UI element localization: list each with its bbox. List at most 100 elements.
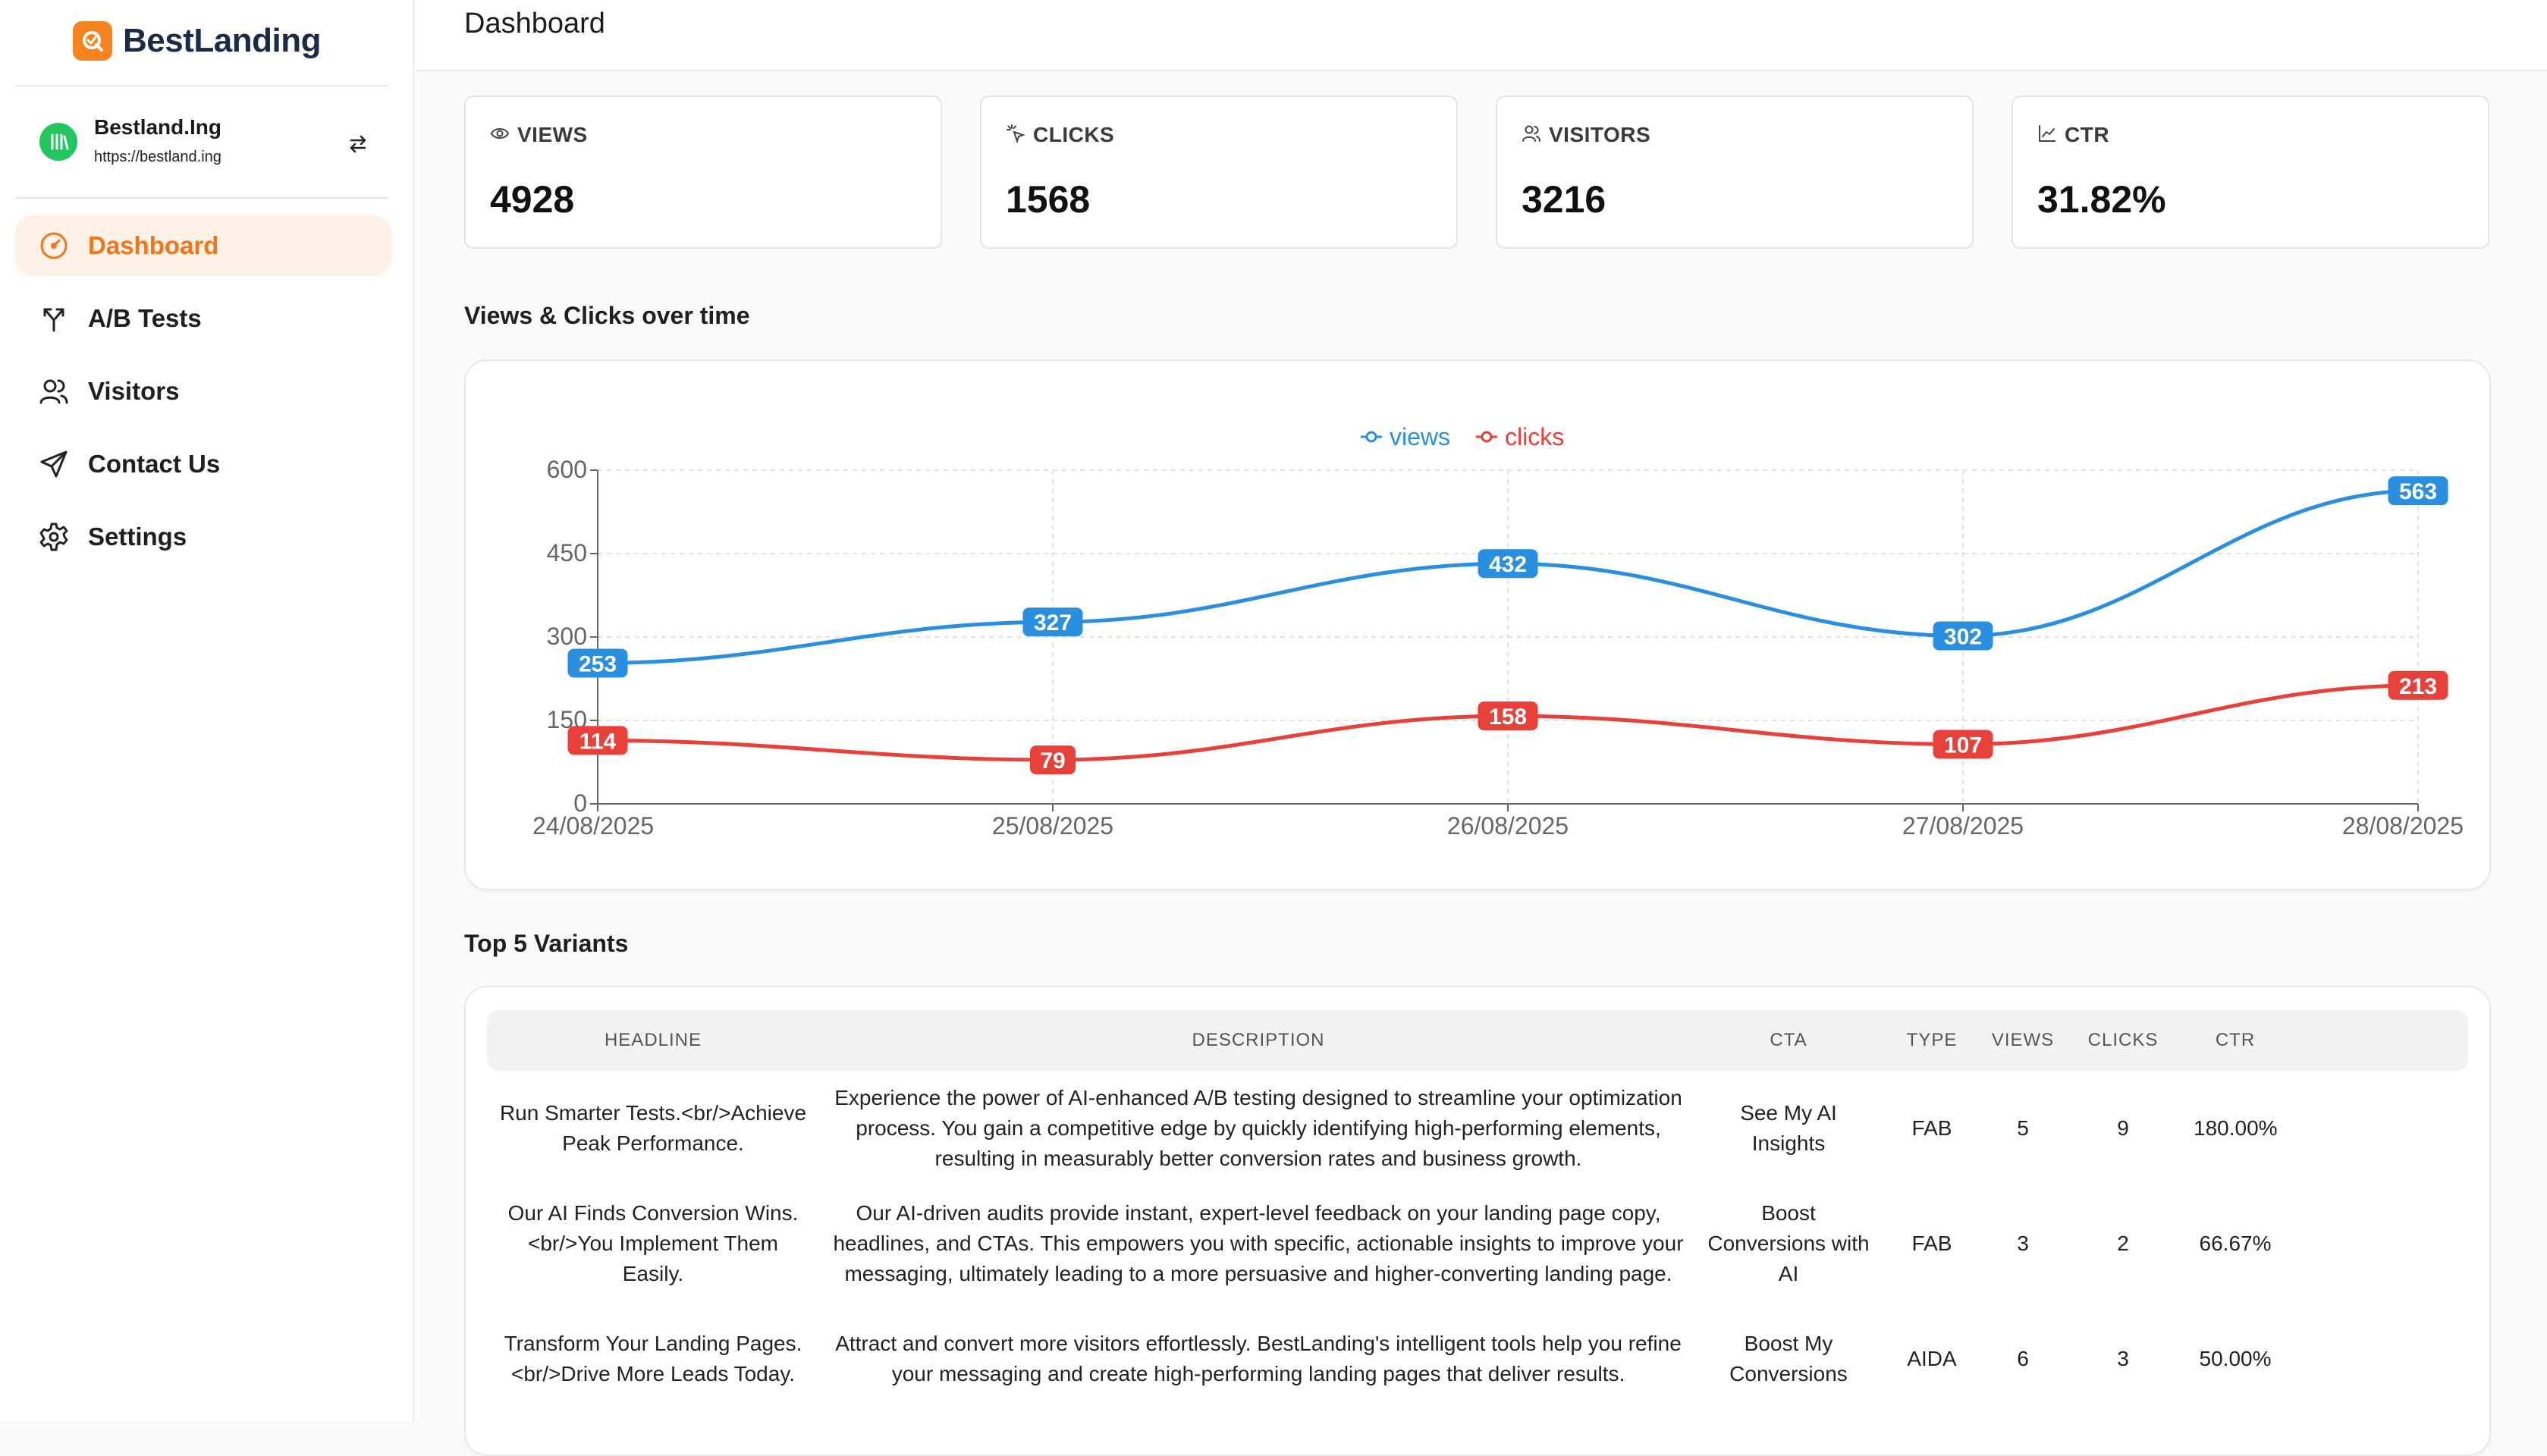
cell-cta: Boost Conversions with AI [1707, 1201, 1870, 1285]
app-logo[interactable]: BestLanding [73, 18, 321, 64]
column-header[interactable]: HEADLINE [604, 1030, 702, 1050]
cell-headline: Transform Your Landing Pages.<br/>Drive … [504, 1332, 802, 1385]
cell-clicks: 3 [2117, 1347, 2129, 1370]
variants-table: HEADLINE DESCRIPTION CTA TYPE VIEWS CLIC… [487, 1010, 2468, 1417]
column-header[interactable]: CLICKS [2087, 1030, 2159, 1050]
sidebar-item-label: A/B Tests [88, 304, 202, 332]
chart-section-title: Views & Clicks over time [464, 302, 750, 329]
site-selector[interactable]: Bestland.Ing https://bestland.ing [39, 114, 373, 174]
cell-ctr: 66.67% [2199, 1232, 2272, 1255]
cell-ctr: 50.00% [2199, 1347, 2272, 1370]
stat-value: 1568 [1006, 178, 1091, 221]
data-label-views: 563 [2399, 479, 2437, 504]
stat-value: 4928 [490, 178, 575, 221]
data-label-clicks: 79 [1040, 748, 1065, 774]
column-header[interactable]: TYPE [1906, 1030, 1958, 1050]
users-icon [38, 375, 70, 407]
stat-label: CTR [2065, 123, 2110, 146]
data-point-clicks [567, 726, 628, 755]
cell-type: AIDA [1907, 1347, 1957, 1370]
sidebar-item-ab-tests[interactable]: A/B Tests [15, 288, 391, 349]
cell-type: FAB [1911, 1232, 1952, 1255]
stat-card-visitors: VISITORS 3216 [1496, 96, 1974, 249]
data-label-views: 432 [1489, 552, 1527, 577]
sidebar-item-label: Contact Us [88, 450, 221, 478]
sidebar-nav: Dashboard A/B Tests Visitors Contact Us … [15, 215, 391, 579]
table-row[interactable]: Run Smarter Tests.<br/>Achieve Peak Perf… [487, 1071, 2468, 1186]
data-label-clicks: 213 [2399, 674, 2437, 699]
cell-description: Experience the power of AI-enhanced A/B … [834, 1086, 1682, 1170]
send-icon [38, 448, 70, 480]
cell-cta: Boost My Conversions [1729, 1332, 1848, 1385]
x-tick-label: 24/08/2025 [532, 812, 654, 839]
users-icon [1522, 124, 1541, 147]
trend-icon [2037, 124, 2057, 147]
x-tick-label: 27/08/2025 [1902, 812, 2024, 839]
y-tick-label: 600 [547, 456, 587, 483]
cell-views: 5 [2017, 1116, 2029, 1140]
table-header: HEADLINE DESCRIPTION CTA TYPE VIEWS CLIC… [487, 1010, 2468, 1071]
stat-card-views: VIEWS 4928 [464, 96, 942, 249]
data-point-views [1022, 607, 1083, 637]
cell-clicks: 2 [2117, 1232, 2129, 1255]
data-point-views [2388, 476, 2448, 506]
legend-label-views: views [1390, 423, 1450, 450]
legend-marker-views [1365, 431, 1377, 443]
data-point-clicks [1030, 745, 1076, 775]
y-tick-label: 0 [573, 789, 587, 817]
data-label-views: 327 [1034, 610, 1072, 635]
legend-marker-clicks [1481, 431, 1493, 443]
cell-cta: See My AI Insights [1740, 1101, 1837, 1155]
cell-description: Attract and convert more visitors effort… [835, 1332, 1682, 1385]
site-avatar [39, 123, 77, 161]
cell-headline: Our AI Finds Conversion Wins.<br/>You Im… [507, 1201, 799, 1285]
data-label-views: 302 [1944, 625, 1982, 650]
sidebar-item-dashboard[interactable]: Dashboard [15, 215, 391, 276]
table-row[interactable]: Transform Your Landing Pages.<br/>Drive … [487, 1301, 2468, 1417]
data-label-clicks: 107 [1944, 733, 1982, 758]
sidebar-item-label: Settings [88, 522, 187, 551]
app-name: BestLanding [123, 22, 321, 59]
switch-site-icon[interactable] [343, 129, 373, 159]
column-header[interactable]: CTA [1770, 1030, 1807, 1050]
gauge-icon [38, 230, 70, 262]
stat-card-clicks: CLICKS 1568 [980, 96, 1458, 249]
sidebar-item-contact-us[interactable]: Contact Us [15, 434, 391, 494]
data-point-views [1933, 621, 1993, 651]
y-tick-label: 450 [547, 539, 587, 566]
x-tick-label: 28/08/2025 [2342, 812, 2464, 839]
stat-value: 31.82% [2037, 178, 2166, 221]
split-arrows-icon [38, 303, 70, 334]
column-header[interactable]: VIEWS [1991, 1030, 2055, 1050]
cell-views: 6 [2017, 1347, 2029, 1370]
cell-views: 3 [2017, 1232, 2029, 1255]
x-tick-label: 26/08/2025 [1447, 812, 1569, 839]
data-point-views [1478, 549, 1538, 579]
cell-type: FAB [1911, 1116, 1952, 1140]
column-header[interactable]: CTR [2215, 1030, 2256, 1050]
x-tick-label: 25/08/2025 [992, 812, 1113, 839]
stat-card-ctr: CTR 31.82% [2012, 96, 2489, 249]
column-header[interactable]: DESCRIPTION [1192, 1030, 1325, 1050]
variants-section-title: Top 5 Variants [464, 930, 629, 957]
cell-clicks: 9 [2117, 1116, 2129, 1140]
divider [15, 197, 388, 199]
sidebar-item-label: Dashboard [88, 231, 219, 259]
data-point-clicks [1933, 730, 1993, 759]
data-point-clicks [1478, 701, 1538, 731]
site-url: https://bestland.ing [94, 149, 221, 165]
cell-ctr: 180.00% [2194, 1116, 2278, 1140]
divider [15, 85, 388, 86]
sidebar-item-visitors[interactable]: Visitors [15, 361, 391, 422]
data-point-clicks [2388, 670, 2448, 700]
table-row[interactable]: Our AI Finds Conversion Wins.<br/>You Im… [487, 1186, 2468, 1301]
sidebar-item-label: Visitors [88, 377, 180, 405]
header: Dashboard [416, 0, 2547, 71]
sidebar: BestLanding Bestland.Ing https://bestlan… [0, 0, 414, 1421]
cell-description: Our AI-driven audits provide instant, ex… [833, 1201, 1684, 1285]
cell-headline: Run Smarter Tests.<br/>Achieve Peak Perf… [499, 1101, 807, 1155]
sidebar-item-settings[interactable]: Settings [15, 507, 391, 567]
chart-card: 0 150 300 450 600 24/08/2025 25/08/2025 26/08/2… [464, 359, 2491, 890]
eye-icon [490, 124, 510, 147]
